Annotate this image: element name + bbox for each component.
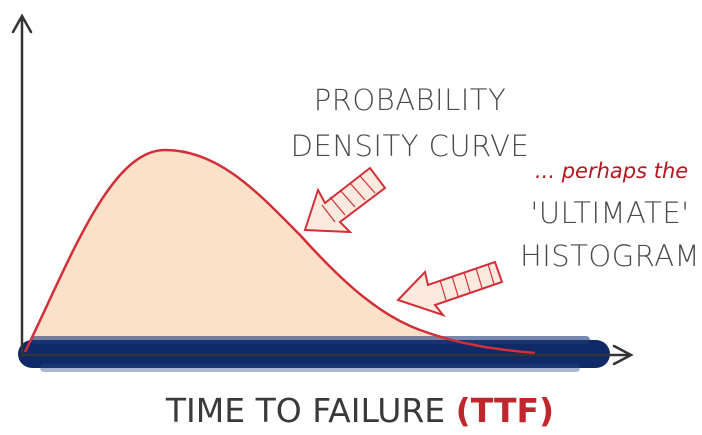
axis-title: TIME TO FAILURE (TTF) xyxy=(165,391,554,430)
density-curve xyxy=(23,148,536,355)
histogram-label: 'ULTIMATE' xyxy=(530,196,689,230)
axes xyxy=(11,13,634,366)
density-area xyxy=(25,150,535,355)
histogram-label: HISTOGRAM xyxy=(520,239,700,273)
curve-label: PROBABILITY xyxy=(314,83,506,117)
axis-abbreviation: (TTF) xyxy=(456,391,554,430)
arrow xyxy=(303,166,387,234)
curve-label: DENSITY CURVE xyxy=(291,129,530,163)
aside-note: ... perhaps the xyxy=(535,159,688,183)
arrow xyxy=(396,260,504,318)
axis-label: TIME TO FAILURE xyxy=(165,391,445,430)
